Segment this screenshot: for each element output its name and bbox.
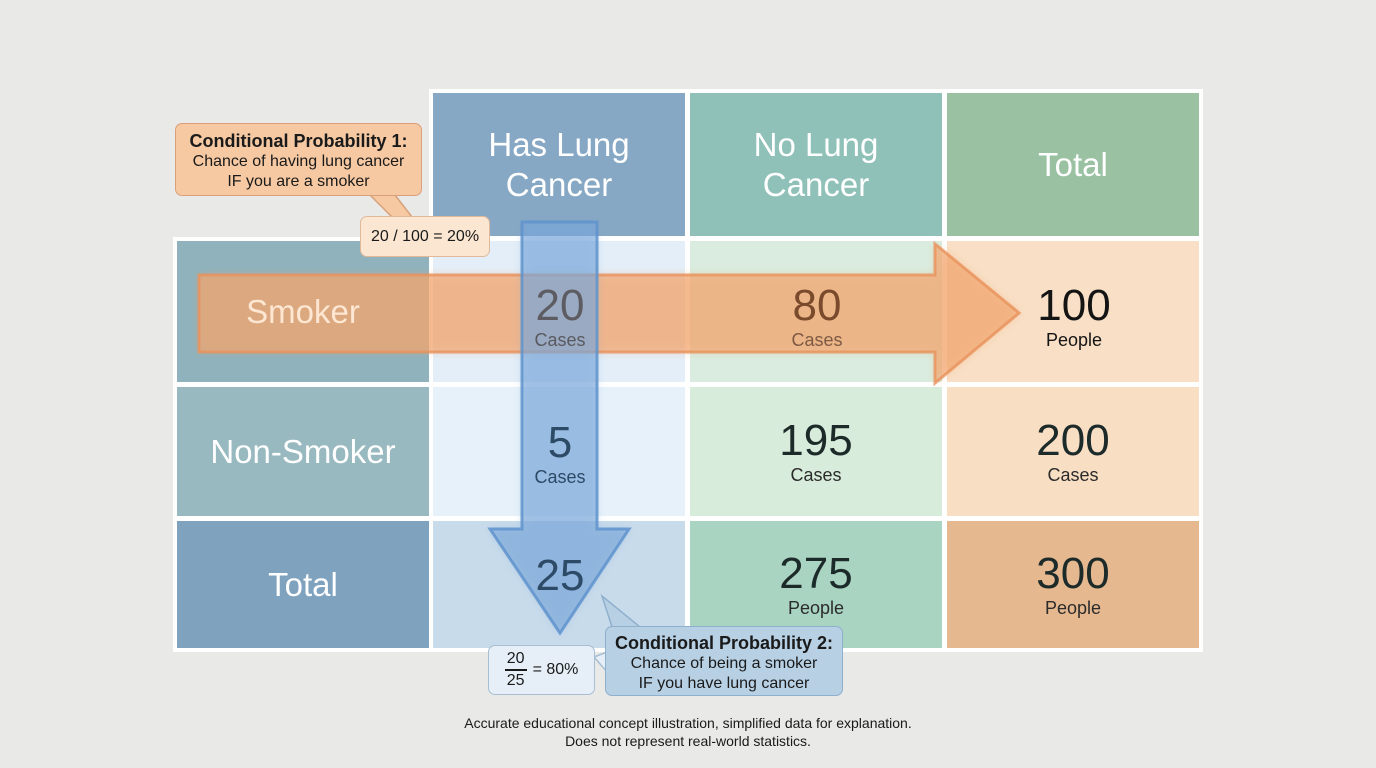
cell-unit: Cases <box>534 330 586 350</box>
header-has-lung-cancer: Has Lung Cancer <box>433 93 685 236</box>
conditional-probability-2-callout: Conditional Probability 2: Chance of bei… <box>605 626 843 696</box>
cell-value: 195 <box>779 415 853 465</box>
disclaimer-line: Does not represent real-world statistics… <box>565 733 811 749</box>
callout-text: IF you are a smoker <box>227 173 370 190</box>
row-label-total: Total <box>177 521 429 648</box>
header-line: Has Lung <box>488 125 630 163</box>
cell-unit: Cases <box>1047 464 1099 485</box>
cell-unit: People <box>1045 330 1103 350</box>
fraction-denominator: 25 <box>506 671 525 689</box>
cell-unit: Cases <box>534 467 586 487</box>
row-label-text: Total <box>268 565 338 603</box>
cell-unit: People <box>1044 597 1102 618</box>
conditional-probability-2-formula: 20 25 = 80% <box>488 645 595 695</box>
cell-value: 80 <box>792 281 842 330</box>
value-nonsmoker-has-cancer: 5 Cases <box>500 420 620 488</box>
formula-result: = 80% <box>532 661 579 678</box>
callout-text: Chance of being a smoker <box>630 655 818 672</box>
conditional-probability-1-callout: Conditional Probability 1: Chance of hav… <box>175 123 422 196</box>
row-label-text: Non-Smoker <box>210 432 396 470</box>
cell-nonsmoker-no-cancer: 195 Cases <box>690 387 942 516</box>
header-total: Total <box>947 93 1199 236</box>
cell-unit: People <box>787 597 845 618</box>
cell-value: 100 <box>1037 281 1111 330</box>
cell-grand-total: 300 People <box>947 521 1199 648</box>
cell-value: 275 <box>779 548 853 598</box>
cell-value: 5 <box>547 418 573 467</box>
callout-text: Chance of having lung cancer <box>192 153 405 170</box>
fraction-bar <box>504 669 527 671</box>
header-line: Cancer <box>505 165 613 203</box>
row-label-text: Smoker <box>246 292 360 330</box>
header-line: Total <box>1038 145 1108 183</box>
row-label-smoker: Smoker <box>177 241 429 382</box>
callout-title: Conditional Probability 1: <box>189 131 408 151</box>
value-smoker-total: 100 People <box>1014 283 1134 351</box>
conditional-probability-1-formula: 20 / 100 = 20% <box>360 216 490 257</box>
cell-value: 25 <box>535 551 585 600</box>
callout-title: Conditional Probability 2: <box>614 633 833 653</box>
cell-value: 300 <box>1036 548 1110 598</box>
cell-nonsmoker-total: 200 Cases <box>947 387 1199 516</box>
cell-unit: Cases <box>791 330 843 350</box>
value-total-has-cancer: 25 <box>500 553 620 599</box>
header-line: Cancer <box>762 165 870 203</box>
fraction-numerator: 20 <box>506 650 525 668</box>
cell-unit: Cases <box>790 464 842 485</box>
header-line: No Lung <box>753 125 879 163</box>
disclaimer: Accurate educational concept illustratio… <box>0 714 1376 750</box>
cell-value: 20 <box>535 281 585 330</box>
callout-text: IF you have lung cancer <box>638 675 810 692</box>
header-no-lung-cancer: No Lung Cancer <box>690 93 942 236</box>
cell-value: 200 <box>1036 415 1110 465</box>
value-smoker-has-cancer: 20 Cases <box>500 283 620 351</box>
disclaimer-line: Accurate educational concept illustratio… <box>464 715 912 731</box>
fraction: 20 25 <box>504 650 527 690</box>
row-label-non-smoker: Non-Smoker <box>177 387 429 516</box>
value-smoker-no-cancer: 80 Cases <box>757 283 877 351</box>
